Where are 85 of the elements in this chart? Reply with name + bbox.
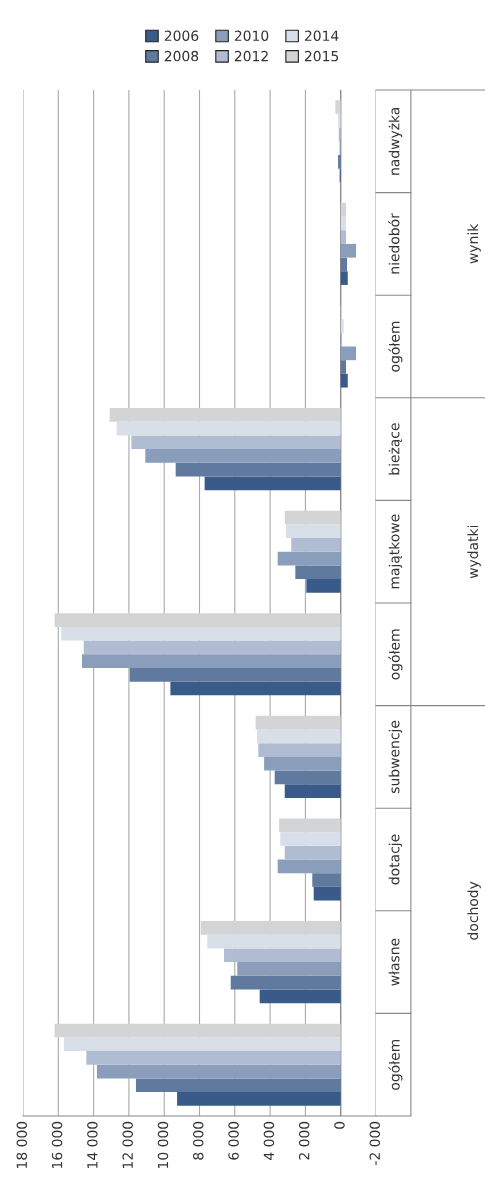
bar	[340, 319, 344, 333]
bar	[277, 859, 341, 874]
bar	[284, 784, 341, 798]
bar	[63, 1037, 341, 1052]
y-tick-label: subwencje	[388, 720, 403, 793]
x-tick-label: 4 000	[263, 1121, 275, 1160]
bar	[145, 449, 341, 463]
bar	[135, 1078, 341, 1093]
y-tick-label: dotacje	[388, 834, 403, 885]
bar	[340, 271, 348, 285]
bar	[340, 216, 346, 231]
bar	[340, 243, 357, 258]
bar	[264, 756, 341, 771]
bar	[284, 845, 341, 860]
bar	[295, 565, 341, 580]
bar	[175, 462, 341, 477]
bar	[200, 921, 341, 935]
bar	[54, 1023, 341, 1038]
y-tick-label: własne	[388, 938, 400, 986]
x-tick-label: 10 000	[157, 1121, 169, 1168]
bar	[230, 975, 341, 990]
x-tick-label: 16 000	[51, 1121, 63, 1168]
x-tick-label: 12 000	[122, 1121, 133, 1168]
bar	[340, 360, 346, 374]
bar	[313, 886, 341, 901]
legend-label: 2006	[164, 30, 199, 41]
bar	[340, 346, 357, 361]
bar	[170, 681, 341, 696]
bar	[335, 100, 341, 114]
x-tick-label: -2 000	[369, 1121, 381, 1165]
x-tick-label: 2 000	[298, 1121, 310, 1160]
legend-label: 2015	[304, 50, 339, 62]
x-tick-label: 18 000	[16, 1121, 28, 1168]
text: wynik	[467, 223, 481, 264]
y-tick-label: ogółem	[388, 1039, 403, 1090]
legend-label: 2010	[234, 30, 269, 41]
bar	[61, 626, 341, 641]
bar	[177, 1092, 341, 1106]
bar	[340, 202, 346, 217]
bar	[338, 154, 341, 169]
legend-label: 2008	[164, 50, 199, 62]
bar	[83, 640, 341, 655]
bar	[279, 818, 341, 833]
bar	[340, 373, 348, 388]
bar	[81, 654, 341, 668]
y-tick-label: ogółem	[388, 629, 403, 680]
bar	[204, 476, 341, 491]
bar	[54, 613, 341, 627]
bar	[258, 743, 341, 757]
y-tick-label: niedobór	[388, 213, 400, 274]
x-tick-label: 6 000	[228, 1121, 239, 1160]
bar	[237, 962, 341, 976]
bar	[338, 113, 341, 128]
y-tick-label: ogółem	[388, 321, 403, 372]
bar	[312, 873, 341, 887]
bar	[306, 579, 341, 593]
bar	[284, 510, 341, 525]
x-tick-label: 0	[334, 1121, 345, 1129]
bar	[259, 989, 341, 1004]
text: wydatki	[467, 525, 481, 579]
legend-label: 2014	[304, 30, 339, 41]
bar	[86, 1051, 341, 1065]
bar	[96, 1064, 341, 1079]
bar	[340, 257, 348, 272]
bar	[277, 551, 341, 566]
y-tick-label: bieżące	[388, 423, 402, 475]
bar	[285, 524, 341, 539]
bar	[291, 538, 341, 552]
y-tick-label: majątkowe	[388, 514, 403, 589]
text: dochody	[467, 881, 481, 940]
x-tick-label: 14 000	[87, 1121, 98, 1168]
bar	[280, 832, 341, 846]
bar	[109, 408, 341, 422]
x-tick-label: 8 000	[193, 1121, 204, 1160]
bar	[274, 770, 341, 785]
bar	[129, 667, 341, 682]
y-tick-label: nadwyżka	[388, 107, 403, 175]
legend-label: 2012	[234, 50, 268, 62]
bar	[116, 421, 341, 436]
bar	[340, 230, 346, 244]
bar	[224, 948, 341, 963]
bar	[207, 934, 341, 949]
bar	[131, 435, 341, 450]
bar	[257, 729, 341, 744]
bar	[255, 715, 341, 730]
